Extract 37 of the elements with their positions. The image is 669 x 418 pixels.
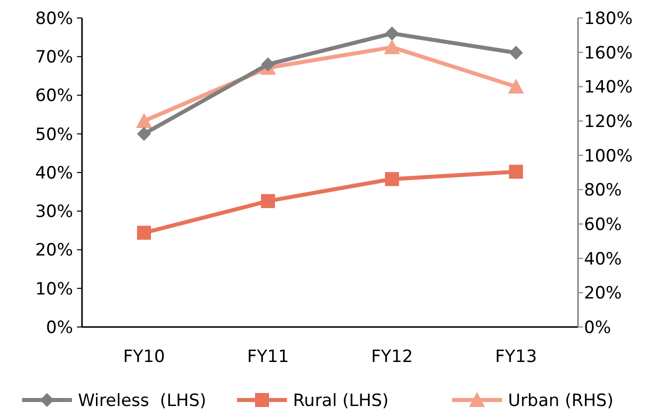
y-tick-label: 30%	[35, 202, 73, 222]
x-tick-label: FY11	[247, 347, 289, 367]
point	[137, 226, 151, 240]
point	[136, 113, 152, 128]
y-tick-label: 20%	[35, 240, 73, 261]
y2-tick-label: 120%	[584, 112, 633, 132]
y2-tick-label: 160%	[584, 43, 633, 64]
y-tick-label: 10%	[35, 279, 73, 300]
x-tick-label: FY13	[495, 347, 537, 367]
point	[261, 57, 275, 72]
y-tick-label: 50%	[35, 124, 73, 145]
y2-tick-label: 40%	[584, 249, 622, 270]
y2-tick-label: 20%	[584, 284, 622, 304]
x-tick-label: FY10	[123, 347, 165, 367]
legend-label: Urban (RHS)	[508, 390, 614, 411]
point	[385, 26, 399, 40]
point	[509, 164, 523, 179]
y-tick-label: 0%	[46, 318, 73, 338]
legend-label: Rural (LHS)	[293, 390, 389, 411]
point	[509, 46, 523, 60]
point	[261, 194, 275, 208]
x-tick-label: FY12	[371, 347, 413, 367]
y-tick-label: 70%	[35, 48, 73, 68]
point	[384, 39, 400, 54]
y2-tick-label: 0%	[584, 318, 611, 338]
y2-tick-label: 80%	[584, 180, 622, 201]
y-tick-label: 60%	[35, 86, 73, 106]
y-tick-label: 40%	[35, 163, 73, 184]
point	[508, 78, 524, 94]
y2-tick-label: 180%	[584, 8, 633, 29]
legend-label: Wireless (LHS)	[78, 390, 206, 411]
y2-tick-label: 140%	[584, 78, 633, 98]
point	[137, 126, 151, 141]
point	[385, 172, 399, 186]
y2-tick-label: 100%	[584, 146, 633, 166]
y2-tick-label: 60%	[584, 214, 622, 235]
y-tick-label: 80%	[35, 8, 73, 29]
